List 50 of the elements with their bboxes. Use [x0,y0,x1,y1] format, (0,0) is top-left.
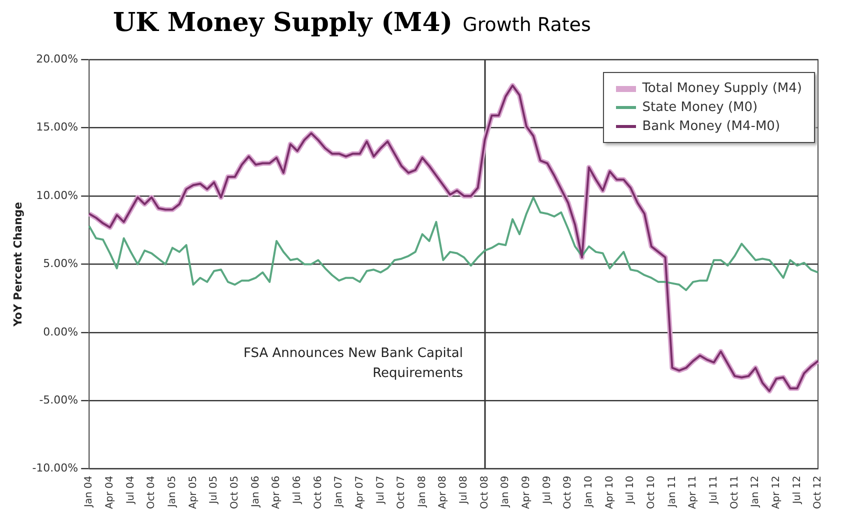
x-tick-label: Apr 11 [688,476,699,509]
y-tick-label: 5.00% [43,257,78,270]
x-tick-label: Oct 10 [646,476,657,509]
x-tick-label: Jul 04 [125,476,136,505]
legend-label: State Money (M0) [642,99,758,117]
legend-label: Total Money Supply (M4) [642,80,802,98]
x-tick-label: Oct 11 [729,476,740,509]
x-tick-label: Jul 06 [292,476,303,505]
x-tick-label: Oct 07 [396,476,408,509]
x-tick-label: Apr 08 [438,476,449,509]
legend-label: Bank Money (M4-M0) [642,118,780,136]
y-tick-label: -5.00% [39,393,78,406]
x-tick-label: Apr 05 [188,476,199,509]
x-tick-label: Jan 08 [416,476,428,508]
y-tick-label: 0.00% [43,325,78,338]
x-tick-label: Oct 04 [146,476,158,509]
x-tick-label: Apr 10 [604,476,616,509]
x-tick-label: Jul 09 [542,476,553,505]
x-tick-label: Jan 12 [750,476,762,508]
x-tick-label: Oct 05 [229,476,240,509]
x-tick-label: Jul 10 [625,476,636,505]
chart-title: UK Money Supply (M4) [113,8,453,38]
x-tick-label: Apr 09 [521,476,532,509]
x-tick-label: Apr 04 [104,476,116,509]
x-tick-label: Apr 06 [271,476,282,509]
y-tick-label: -10.00% [32,462,78,475]
x-tick-label: Jan 10 [584,476,595,508]
x-tick-label: Apr 07 [354,476,366,509]
x-tick-label: Jul 07 [375,476,386,505]
x-tick-label: Jul 05 [208,476,220,505]
ref-line-label: FSA Announces New Bank Capital Requirements [244,346,464,381]
x-tick-label: Jul 08 [458,476,470,505]
x-tick-label: Oct 06 [312,476,324,509]
x-tick-label: Oct 08 [479,476,490,509]
y-axis-title: YoY Percent Change [11,202,24,328]
x-tick-label: Jul 11 [708,476,720,505]
x-tick-label: Oct 12 [812,476,824,509]
x-tick-label: Jan 11 [666,476,678,508]
x-tick-label: Oct 09 [562,476,574,509]
x-tick-label: Jan 05 [167,476,178,508]
x-tick-label: Jan 09 [500,476,512,508]
x-tick-label: Jul 12 [792,476,803,505]
x-tick-label: Apr 12 [770,476,782,509]
chart-subtitle: Growth Rates [462,14,591,36]
y-tick-label: 20.00% [36,52,78,66]
y-tick-label: 15.00% [36,120,78,134]
x-tick-label: Jan 04 [84,476,95,508]
y-tick-label: 10.00% [36,188,78,202]
x-tick-label: Jan 07 [334,476,345,508]
x-tick-label: Jan 06 [250,476,262,508]
